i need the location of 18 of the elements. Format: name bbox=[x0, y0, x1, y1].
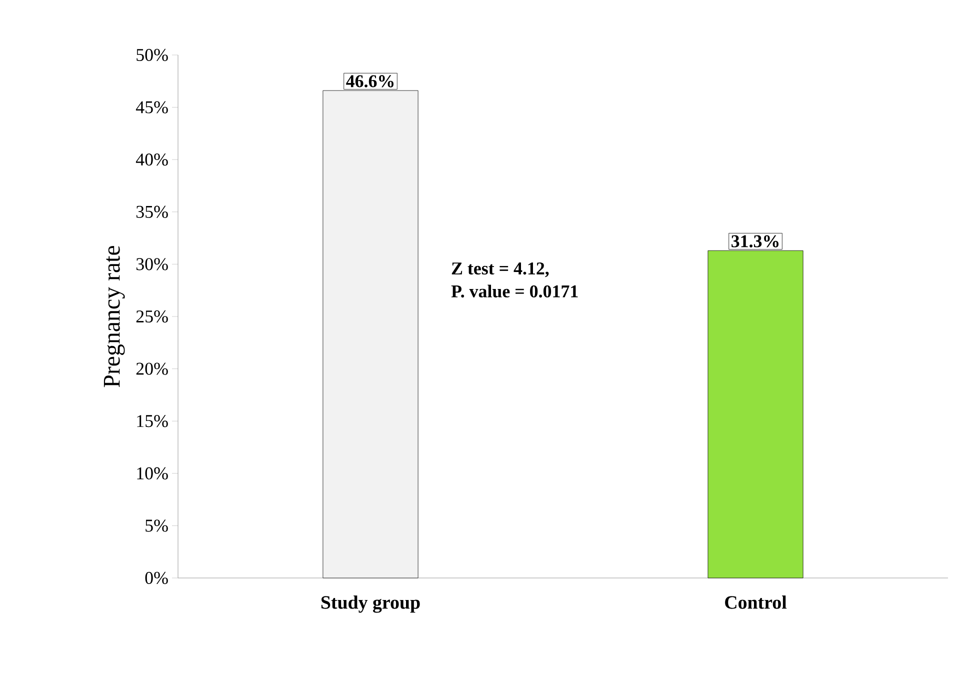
y-tick-label: 25% bbox=[136, 310, 168, 323]
y-tick-label: 50% bbox=[136, 48, 168, 62]
y-tick-label: 15% bbox=[137, 415, 168, 428]
y-tick-label: 30% bbox=[136, 258, 168, 270]
x-tick-label: Study group bbox=[321, 596, 420, 613]
x-tick-label: Control bbox=[725, 596, 787, 609]
data-label: 31.3% bbox=[732, 235, 778, 248]
y-tick-label: 35% bbox=[136, 206, 168, 218]
y-tick-label: 20% bbox=[136, 362, 168, 375]
y-axis-title: Pregnancy rate bbox=[104, 246, 125, 388]
y-tick-label: 10% bbox=[137, 467, 168, 480]
y-tick-label: 0% bbox=[145, 572, 168, 584]
annotation: Z test = 4.12, bbox=[452, 262, 549, 278]
data-label: 46.6% bbox=[346, 75, 394, 88]
y-tick-label: 5% bbox=[146, 520, 168, 532]
y-tick-label: 40% bbox=[136, 154, 168, 166]
y-tick-label: 45% bbox=[136, 101, 168, 114]
annotation: P. value = 0.0171 bbox=[451, 284, 578, 298]
